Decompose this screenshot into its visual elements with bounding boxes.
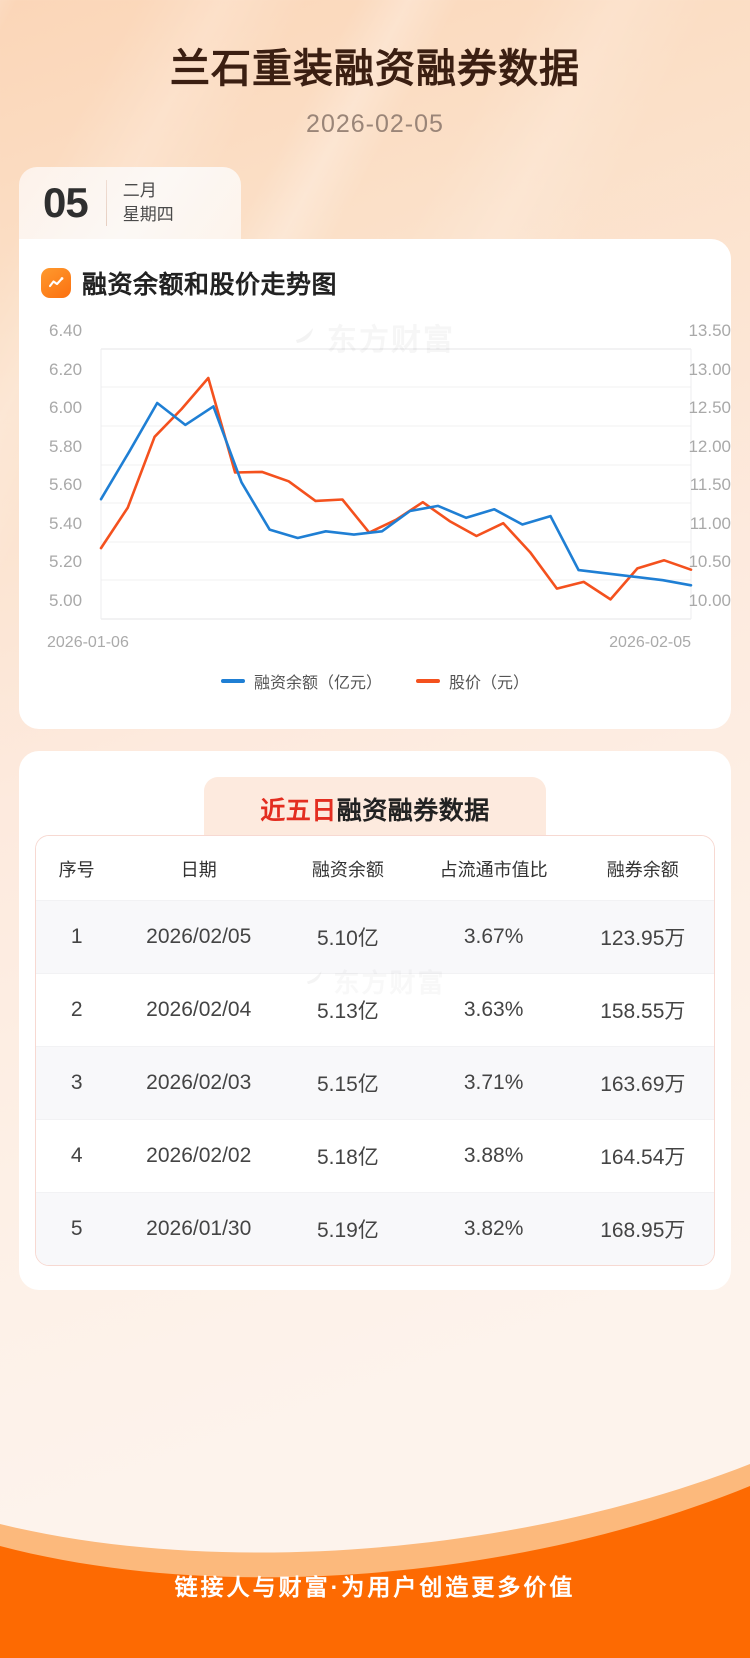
cell-date: 2026/02/02	[117, 1119, 281, 1192]
legend-item-price: 股价（元）	[416, 669, 529, 693]
cell-market-cap-ratio: 3.82%	[415, 1192, 572, 1265]
chart-line-price	[99, 376, 693, 601]
trend-chart-icon	[41, 268, 71, 298]
left-tick: 6.20	[49, 360, 82, 379]
cell-date: 2026/01/30	[117, 1192, 281, 1265]
table-card: 近五日融资融券数据 东方财富 序号 日期 融资余额 占流通市值比 融券余额 1 …	[19, 751, 731, 1290]
chart-card-wrapper: 05 二月 星期四 融资余额和股价走势图 东	[19, 167, 731, 729]
chart-plot: 6.40 6.20 6.00 5.80 5.60 5.40 5.20 5.00 …	[47, 321, 731, 651]
right-tick: 11.50	[690, 475, 731, 494]
legend-swatch-financing	[220, 679, 245, 683]
legend-label-price: 股价（元）	[449, 675, 530, 692]
page-header: 兰石重装融资融券数据 2026-02-05	[0, 0, 750, 139]
date-day: 05	[43, 179, 89, 226]
cell-market-cap-ratio: 3.67%	[415, 900, 572, 973]
page-title: 兰石重装融资融券数据	[170, 47, 580, 91]
cell-date: 2026/02/05	[117, 900, 281, 973]
table-title-highlight: 近五日	[260, 797, 337, 825]
legend-label-financing: 融资余额（亿元）	[253, 675, 382, 692]
cell-financing-balance: 5.13亿	[280, 973, 416, 1046]
right-tick: 13.00	[688, 360, 731, 379]
table-header-row: 序号 日期 融资余额 占流通市值比 融券余额	[36, 836, 714, 900]
footer-wave	[0, 1464, 750, 1658]
column-header-market-cap-ratio: 占流通市值比	[415, 836, 572, 900]
table-row: 4 2026/02/02 5.18亿 3.88% 164.54万	[36, 1119, 714, 1192]
cell-index: 5	[36, 1192, 118, 1265]
column-header-securities-balance: 融券余额	[571, 836, 714, 900]
chart-legend: 融资余额（亿元） 股价（元）	[19, 669, 731, 693]
column-header-financing-balance: 融资余额	[280, 836, 416, 900]
cell-securities-balance: 164.54万	[571, 1119, 714, 1192]
date-month: 二月	[122, 180, 157, 200]
right-tick: 13.50	[688, 321, 731, 340]
chart-title: 融资余额和股价走势图	[82, 271, 338, 299]
chart-container: 东方财富 6.40	[19, 309, 731, 709]
table-row: 1 2026/02/05 5.10亿 3.67% 123.95万	[36, 900, 714, 973]
chart-gridlines	[100, 348, 692, 620]
right-tick: 11.00	[690, 514, 731, 533]
x-tick-start: 2026-01-06	[47, 634, 129, 651]
cell-market-cap-ratio: 3.88%	[415, 1119, 572, 1192]
table-header: 序号 日期 融资余额 占流通市值比 融券余额	[36, 836, 714, 900]
legend-item-financing: 融资余额（亿元）	[220, 669, 382, 693]
table-row: 5 2026/01/30 5.19亿 3.82% 168.95万	[36, 1192, 714, 1265]
right-tick: 10.00	[688, 591, 731, 610]
left-tick: 5.60	[49, 475, 82, 494]
cell-date: 2026/02/04	[117, 973, 281, 1046]
chart-left-axis-ticks: 6.40 6.20 6.00 5.80 5.60 5.40 5.20 5.00	[49, 321, 82, 610]
cell-index: 1	[36, 900, 118, 973]
margin-trading-table: 序号 日期 融资余额 占流通市值比 融券余额 1 2026/02/05 5.10…	[35, 835, 715, 1266]
table-row: 2 2026/02/04 5.13亿 3.63% 158.55万	[36, 973, 714, 1046]
cell-securities-balance: 163.69万	[571, 1046, 714, 1119]
cell-financing-balance: 5.19亿	[280, 1192, 416, 1265]
cell-index: 3	[36, 1046, 118, 1119]
cell-securities-balance: 168.95万	[571, 1192, 714, 1265]
cell-market-cap-ratio: 3.63%	[415, 973, 572, 1046]
chart-card: 融资余额和股价走势图 东方财富	[19, 239, 731, 729]
cell-index: 4	[36, 1119, 118, 1192]
cell-financing-balance: 5.15亿	[280, 1046, 416, 1119]
cell-financing-balance: 5.10亿	[280, 900, 416, 973]
right-tick: 12.50	[688, 398, 731, 417]
cell-date: 2026/02/03	[117, 1046, 281, 1119]
page-subtitle-date: 2026-02-05	[306, 110, 444, 138]
chart-line-financing	[99, 401, 693, 587]
column-header-index: 序号	[36, 836, 118, 900]
chart-header: 融资余额和股价走势图	[19, 265, 731, 301]
legend-swatch-price	[416, 679, 440, 683]
table-row: 3 2026/02/03 5.15亿 3.71% 163.69万	[36, 1046, 714, 1119]
cell-securities-balance: 123.95万	[571, 900, 714, 973]
left-tick: 5.40	[49, 514, 82, 533]
left-tick: 5.00	[49, 591, 82, 610]
left-tick: 6.40	[49, 321, 82, 340]
column-header-date: 日期	[117, 836, 281, 900]
footer-slogan: 链接人与财富·为用户创造更多价值	[174, 1574, 576, 1600]
table-title-rest: 融资融券数据	[336, 797, 490, 825]
left-tick: 6.00	[49, 398, 82, 417]
cell-securities-balance: 158.55万	[571, 973, 714, 1046]
table-title-wrapper: 近五日融资融券数据	[35, 777, 715, 857]
cell-index: 2	[36, 973, 118, 1046]
right-tick: 12.00	[688, 437, 731, 456]
page-footer: 链接人与财富·为用户创造更多价值	[0, 1428, 750, 1658]
left-tick: 5.80	[49, 437, 82, 456]
date-divider	[105, 180, 107, 226]
x-tick-end: 2026-02-05	[609, 634, 691, 651]
right-tick: 10.50	[688, 552, 731, 571]
cell-financing-balance: 5.18亿	[280, 1119, 416, 1192]
date-weekday: 星期四	[122, 204, 174, 224]
date-tab: 05 二月 星期四	[19, 167, 241, 239]
cell-market-cap-ratio: 3.71%	[415, 1046, 572, 1119]
left-tick: 5.20	[49, 552, 82, 571]
table-body: 1 2026/02/05 5.10亿 3.67% 123.95万 2 2026/…	[36, 900, 714, 1265]
chart-right-axis-ticks: 13.50 13.00 12.50 12.00 11.50 11.00 10.5…	[688, 321, 731, 610]
